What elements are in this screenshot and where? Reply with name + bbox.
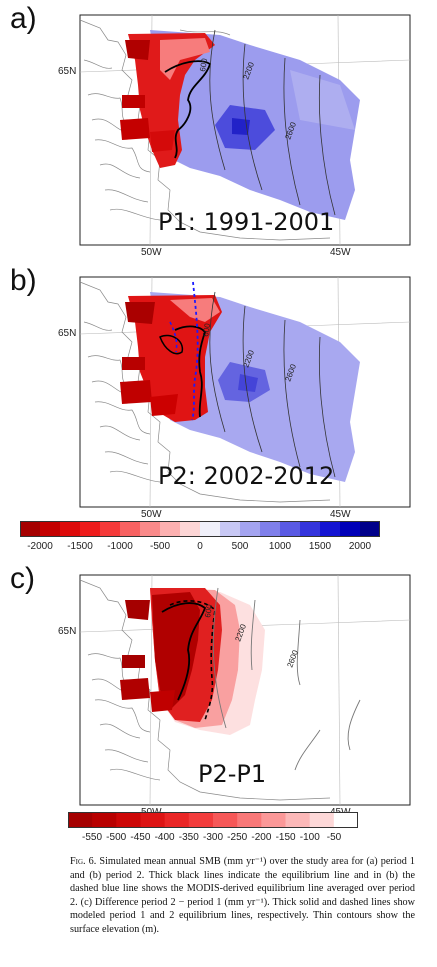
map-panel-b: 600 2200 2600 — [79, 276, 411, 508]
lon-label-45w-a: 45W — [330, 247, 351, 258]
panel-c: c) — [0, 560, 437, 818]
contour-label-600-c: 600 — [203, 603, 214, 618]
lat-label-c: 65N — [58, 626, 77, 637]
colorbar-tick-label: -1000 — [107, 541, 133, 552]
colorbar-swatch — [100, 521, 121, 537]
colorbar-swatch — [20, 521, 41, 537]
colorbar-tick-label: -400 — [154, 832, 175, 843]
colorbar-swatch — [40, 521, 61, 537]
colorbar-smb-swatches — [20, 521, 380, 537]
colorbar-tick-label: -100 — [299, 832, 320, 843]
colorbar-tick-label: -2000 — [27, 541, 53, 552]
figure-label: Fig. 6. — [70, 856, 97, 867]
contour-label-600-a: 600 — [198, 57, 209, 72]
colorbar-swatch — [300, 521, 321, 537]
colorbar-tick-label: -50 — [326, 832, 342, 843]
colorbar-swatch — [116, 812, 141, 828]
contour-label-2600-c: 2600 — [285, 648, 300, 668]
colorbar-swatch — [180, 521, 201, 537]
colorbar-swatch — [140, 521, 161, 537]
ablation-zone-a — [128, 33, 215, 168]
colorbar-swatch — [320, 521, 341, 537]
lon-label-50w-b: 50W — [141, 509, 162, 520]
caption-text: Simulated mean annual SMB (mm yr⁻¹) over… — [70, 856, 415, 935]
colorbar-frame — [68, 812, 358, 828]
colorbar-swatch — [333, 812, 358, 828]
colorbar-tick-label: 2000 — [348, 541, 372, 552]
colorbar-smb: -2000 -1500 -1000 -500 0 500 1000 1500 2000 — [20, 521, 380, 552]
colorbar-diff-swatches — [68, 812, 358, 828]
colorbar-tick-label: -200 — [251, 832, 272, 843]
colorbar-diff: -550 -500 -450 -400 -350 -300 -250 -200 -150 -100… — [68, 812, 358, 846]
panel-letter-b: b) — [10, 264, 37, 297]
colorbar-swatch — [164, 812, 190, 828]
colorbar-frame — [20, 521, 380, 537]
colorbar-smb-ticks: -2000 -1500 -1000 -500 0 500 1000 1500 2000 — [20, 541, 380, 555]
colorbar-swatch — [261, 812, 286, 828]
colorbar-swatch — [220, 521, 241, 537]
figure-caption: Fig. 6. Simulated mean annual SMB (mm yr… — [70, 855, 415, 937]
colorbar-tick-label: -250 — [227, 832, 248, 843]
colorbar-swatch — [213, 812, 238, 828]
colorbar-tick-label: 0 — [197, 541, 203, 552]
contour-label-600-b: 600 — [201, 322, 212, 337]
colorbar-swatch — [160, 521, 181, 537]
colorbar-tick-label: 1000 — [268, 541, 292, 552]
lon-label-50w-a: 50W — [141, 247, 162, 258]
colorbar-swatch — [120, 521, 141, 537]
equilibrium-line-p1-c — [161, 602, 207, 701]
colorbar-swatch — [309, 812, 335, 828]
colorbar-swatch — [60, 521, 81, 537]
colorbar-swatch — [237, 812, 262, 828]
colorbar-tick-label: -300 — [202, 832, 224, 843]
lat-label-a: 65N — [58, 66, 77, 77]
colorbar-swatch — [340, 521, 361, 537]
panel-letter-c: c) — [10, 562, 35, 595]
colorbar-swatch — [285, 812, 311, 828]
colorbar-swatch — [92, 812, 117, 828]
colorbar-tick-label: -150 — [275, 832, 296, 843]
equilibrium-line-p2-c — [169, 600, 216, 721]
colorbar-tick-label: -450 — [130, 832, 151, 843]
colorbar-swatch — [188, 812, 214, 828]
colorbar-swatch — [200, 521, 221, 537]
map-panel-c: 600 2200 2600 — [79, 574, 411, 806]
colorbar-tick-label: -550 — [81, 832, 103, 843]
lat-label-b: 65N — [58, 328, 77, 339]
panel-letter-a: a) — [10, 2, 37, 35]
colorbar-swatch — [260, 521, 281, 537]
colorbar-swatch — [280, 521, 301, 537]
colorbar-diff-ticks: -550 -500 -450 -400 -350 -300 -250 -200 -150 -100… — [68, 832, 358, 846]
colorbar-swatch — [240, 521, 261, 537]
lon-label-45w-b: 45W — [330, 509, 351, 520]
period-label-b: P2: 2002-2012 — [158, 462, 335, 490]
colorbar-swatch — [360, 521, 380, 537]
period-label-a: P1: 1991-2001 — [158, 208, 335, 236]
colorbar-tick-label: -500 — [149, 541, 171, 552]
modis-line-b — [191, 281, 199, 421]
period-label-c: P2-P1 — [198, 760, 267, 788]
equilibrium-line-b — [174, 325, 207, 418]
colorbar-tick-label: -1500 — [67, 541, 93, 552]
panel-a: a) — [0, 0, 437, 258]
colorbar-tick-label: -350 — [178, 832, 199, 843]
colorbar-swatch — [68, 812, 93, 828]
panel-b: b) — [0, 262, 437, 520]
equilibrium-line-a — [164, 60, 212, 159]
colorbar-swatch — [140, 812, 166, 828]
colorbar-tick-label: 1500 — [308, 541, 332, 552]
colorbar-tick-label: 500 — [231, 541, 249, 552]
map-panel-a: 600 2200 2600 — [79, 14, 411, 246]
colorbar-tick-label: -500 — [106, 832, 127, 843]
colorbar-swatch — [80, 521, 101, 537]
